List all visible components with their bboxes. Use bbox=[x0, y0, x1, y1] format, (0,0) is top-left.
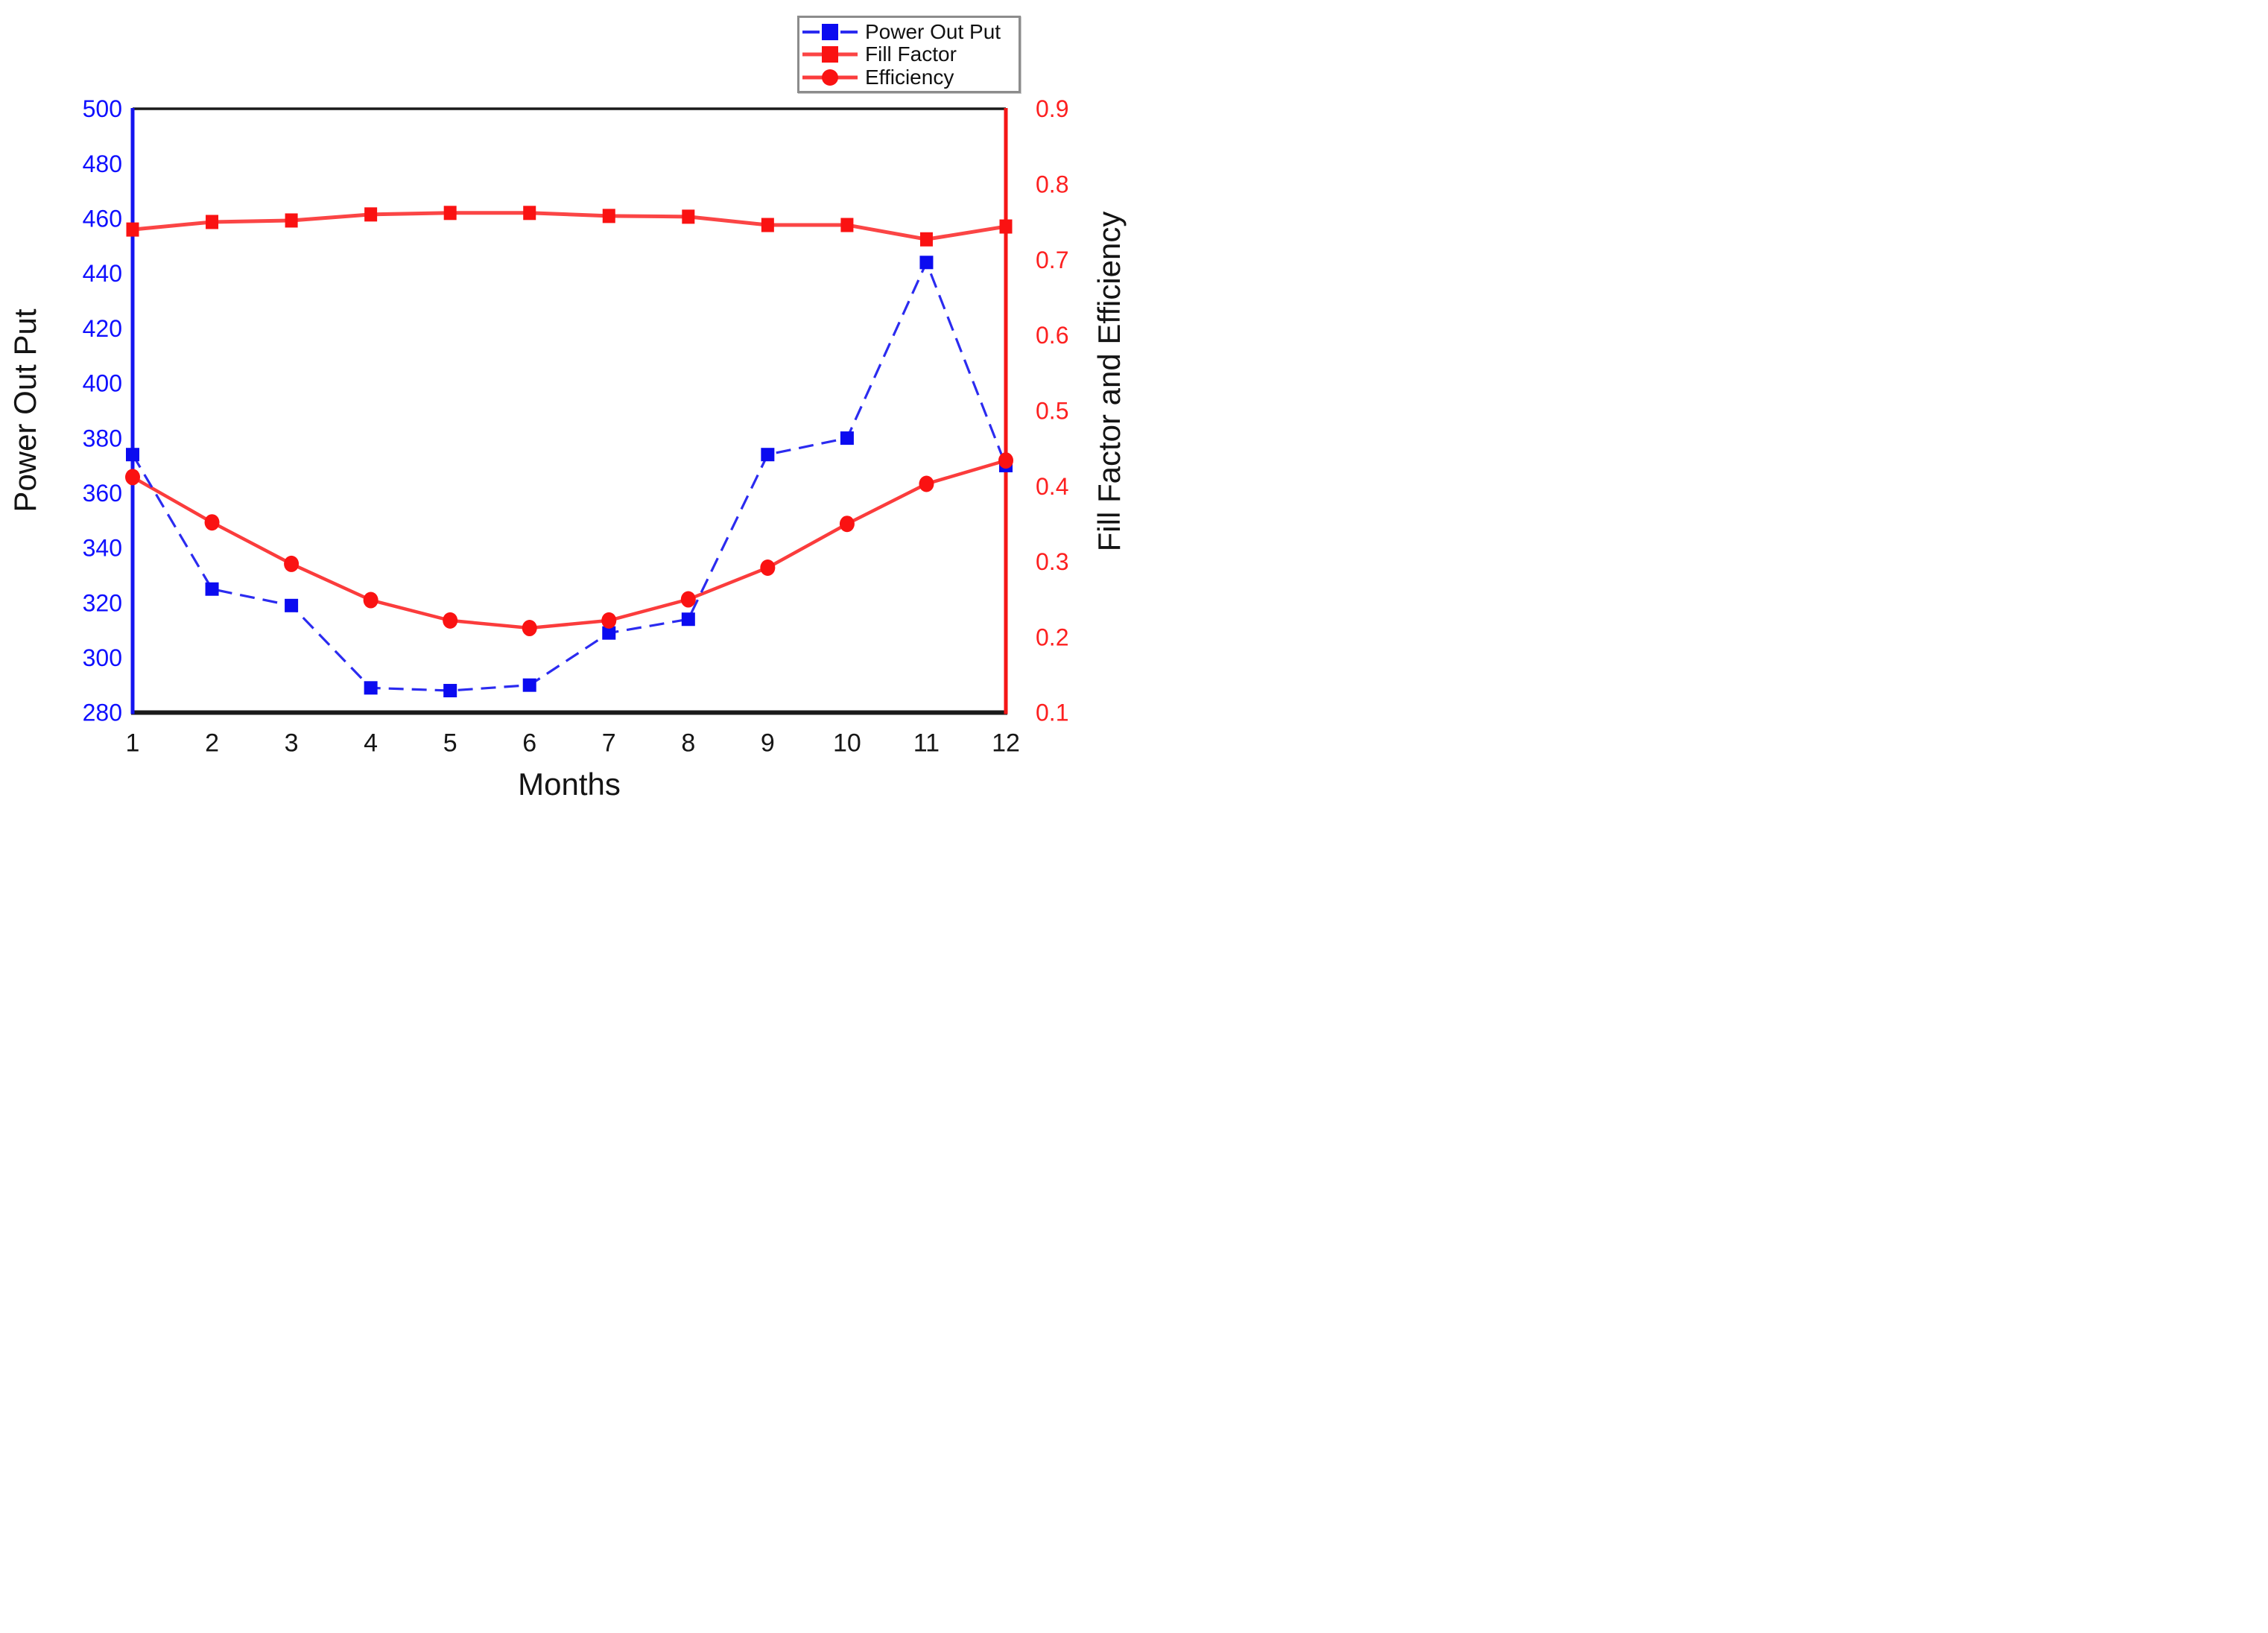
right-axis-title: Fill Factor and Efficiency bbox=[1092, 211, 1127, 552]
power-out-put-marker bbox=[364, 681, 378, 695]
fill-factor-marker bbox=[761, 218, 774, 232]
left-tick-label: 400 bbox=[83, 370, 122, 397]
efficiency-marker bbox=[760, 559, 776, 576]
power-out-put-marker bbox=[840, 431, 854, 445]
power-out-put-marker bbox=[205, 582, 219, 596]
power-out-put-marker bbox=[285, 598, 299, 612]
left-tick-label: 440 bbox=[83, 260, 122, 287]
power-out-put-marker bbox=[522, 678, 536, 692]
legend-label: Power Out Put bbox=[865, 19, 1001, 43]
left-tick-label: 320 bbox=[83, 589, 122, 616]
power-out-put-marker bbox=[602, 626, 616, 640]
right-tick-label: 0.9 bbox=[1036, 95, 1068, 122]
left-tick-label: 480 bbox=[83, 150, 122, 177]
right-tick-label: 0.2 bbox=[1036, 624, 1068, 650]
legend-box: Power Out Put Fill Factor Efficiency bbox=[797, 16, 1021, 93]
right-tick-label: 0.1 bbox=[1036, 700, 1068, 726]
left-tick-label: 360 bbox=[83, 480, 122, 507]
power-out-put-swatch-icon bbox=[801, 22, 859, 42]
series-line-fill-factor bbox=[132, 211, 1007, 241]
fill-factor-marker bbox=[206, 215, 219, 229]
legend-item-power-out-put: Power Out Put bbox=[799, 19, 1016, 43]
left-tick-label: 340 bbox=[83, 535, 122, 562]
legend-item-efficiency: Efficiency bbox=[799, 65, 1016, 89]
left-tick-label: 380 bbox=[83, 425, 122, 451]
legend-item-fill-factor: Fill Factor bbox=[799, 44, 1016, 65]
efficiency-marker bbox=[839, 516, 855, 533]
legend-label: Efficiency bbox=[865, 65, 954, 89]
right-tick-label: 0.8 bbox=[1036, 171, 1068, 198]
x-tick-label: 12 bbox=[992, 729, 1020, 757]
legend-swatch-canvas bbox=[802, 69, 858, 86]
fill-factor-marker bbox=[840, 218, 854, 232]
efficiency-marker bbox=[363, 592, 378, 609]
x-tick-label: 9 bbox=[761, 729, 775, 757]
series-line-efficiency bbox=[131, 458, 1007, 630]
left-axis-title: Power Out Put bbox=[7, 308, 42, 513]
fill-factor-swatch-icon bbox=[801, 45, 859, 64]
efficiency-marker bbox=[125, 469, 140, 486]
power-out-put-marker bbox=[761, 448, 775, 462]
efficiency-marker bbox=[998, 452, 1013, 469]
fill-factor-marker bbox=[602, 209, 615, 223]
efficiency-swatch-icon bbox=[801, 68, 859, 87]
legend-label: Fill Factor bbox=[865, 42, 957, 66]
legend-swatch-canvas bbox=[802, 46, 858, 63]
power-out-put-marker bbox=[126, 448, 139, 462]
fill-factor-marker bbox=[919, 232, 933, 247]
power-out-put-marker bbox=[681, 612, 695, 627]
x-tick-label: 7 bbox=[602, 729, 616, 757]
x-tick-label: 2 bbox=[205, 729, 219, 757]
efficiency-marker bbox=[919, 475, 934, 492]
fill-factor-marker bbox=[443, 206, 457, 221]
x-tick-label: 3 bbox=[285, 729, 299, 757]
fill-factor-marker bbox=[126, 222, 139, 237]
efficiency-marker bbox=[204, 514, 220, 531]
x-tick-label: 8 bbox=[681, 729, 695, 757]
fill-factor-marker bbox=[682, 209, 695, 224]
fill-factor-marker bbox=[285, 213, 298, 228]
right-tick-label: 0.7 bbox=[1036, 247, 1068, 273]
power-out-put-marker bbox=[919, 256, 934, 270]
left-tick-label: 300 bbox=[83, 644, 122, 671]
series-line-power-out-put bbox=[131, 259, 1007, 692]
chart-figure: 280 300 320 340 360 380 400 420 440 460 480 500 0.1 0… bbox=[0, 0, 1134, 816]
efficiency-marker bbox=[284, 555, 300, 572]
legend-swatch-canvas bbox=[802, 23, 858, 40]
x-tick-label: 11 bbox=[913, 729, 940, 757]
right-tick-label: 0.4 bbox=[1036, 473, 1068, 500]
x-axis-title: Months bbox=[518, 767, 621, 802]
fill-factor-marker bbox=[523, 206, 536, 221]
chart-canvas: 280 300 320 340 360 380 400 420 440 460 480 500 0.1 0… bbox=[83, 95, 1069, 757]
right-tick-label: 0.5 bbox=[1036, 397, 1068, 424]
right-tick-label: 0.3 bbox=[1036, 548, 1068, 575]
left-tick-label: 280 bbox=[83, 700, 122, 726]
efficiency-marker bbox=[680, 591, 696, 608]
x-tick-label: 6 bbox=[522, 729, 536, 757]
left-tick-label: 460 bbox=[83, 206, 122, 232]
fill-factor-marker bbox=[364, 207, 378, 222]
x-tick-label: 5 bbox=[443, 729, 457, 757]
right-tick-label: 0.6 bbox=[1036, 322, 1068, 349]
efficiency-marker bbox=[601, 612, 617, 629]
power-out-put-marker bbox=[443, 684, 457, 698]
left-tick-label: 500 bbox=[83, 95, 122, 122]
x-tick-label: 1 bbox=[126, 729, 140, 757]
efficiency-marker bbox=[522, 620, 537, 637]
x-tick-label: 10 bbox=[833, 729, 861, 757]
efficiency-marker bbox=[443, 612, 458, 629]
x-tick-label: 4 bbox=[364, 729, 378, 757]
left-tick-label: 420 bbox=[83, 315, 122, 342]
fill-factor-marker bbox=[999, 219, 1013, 234]
